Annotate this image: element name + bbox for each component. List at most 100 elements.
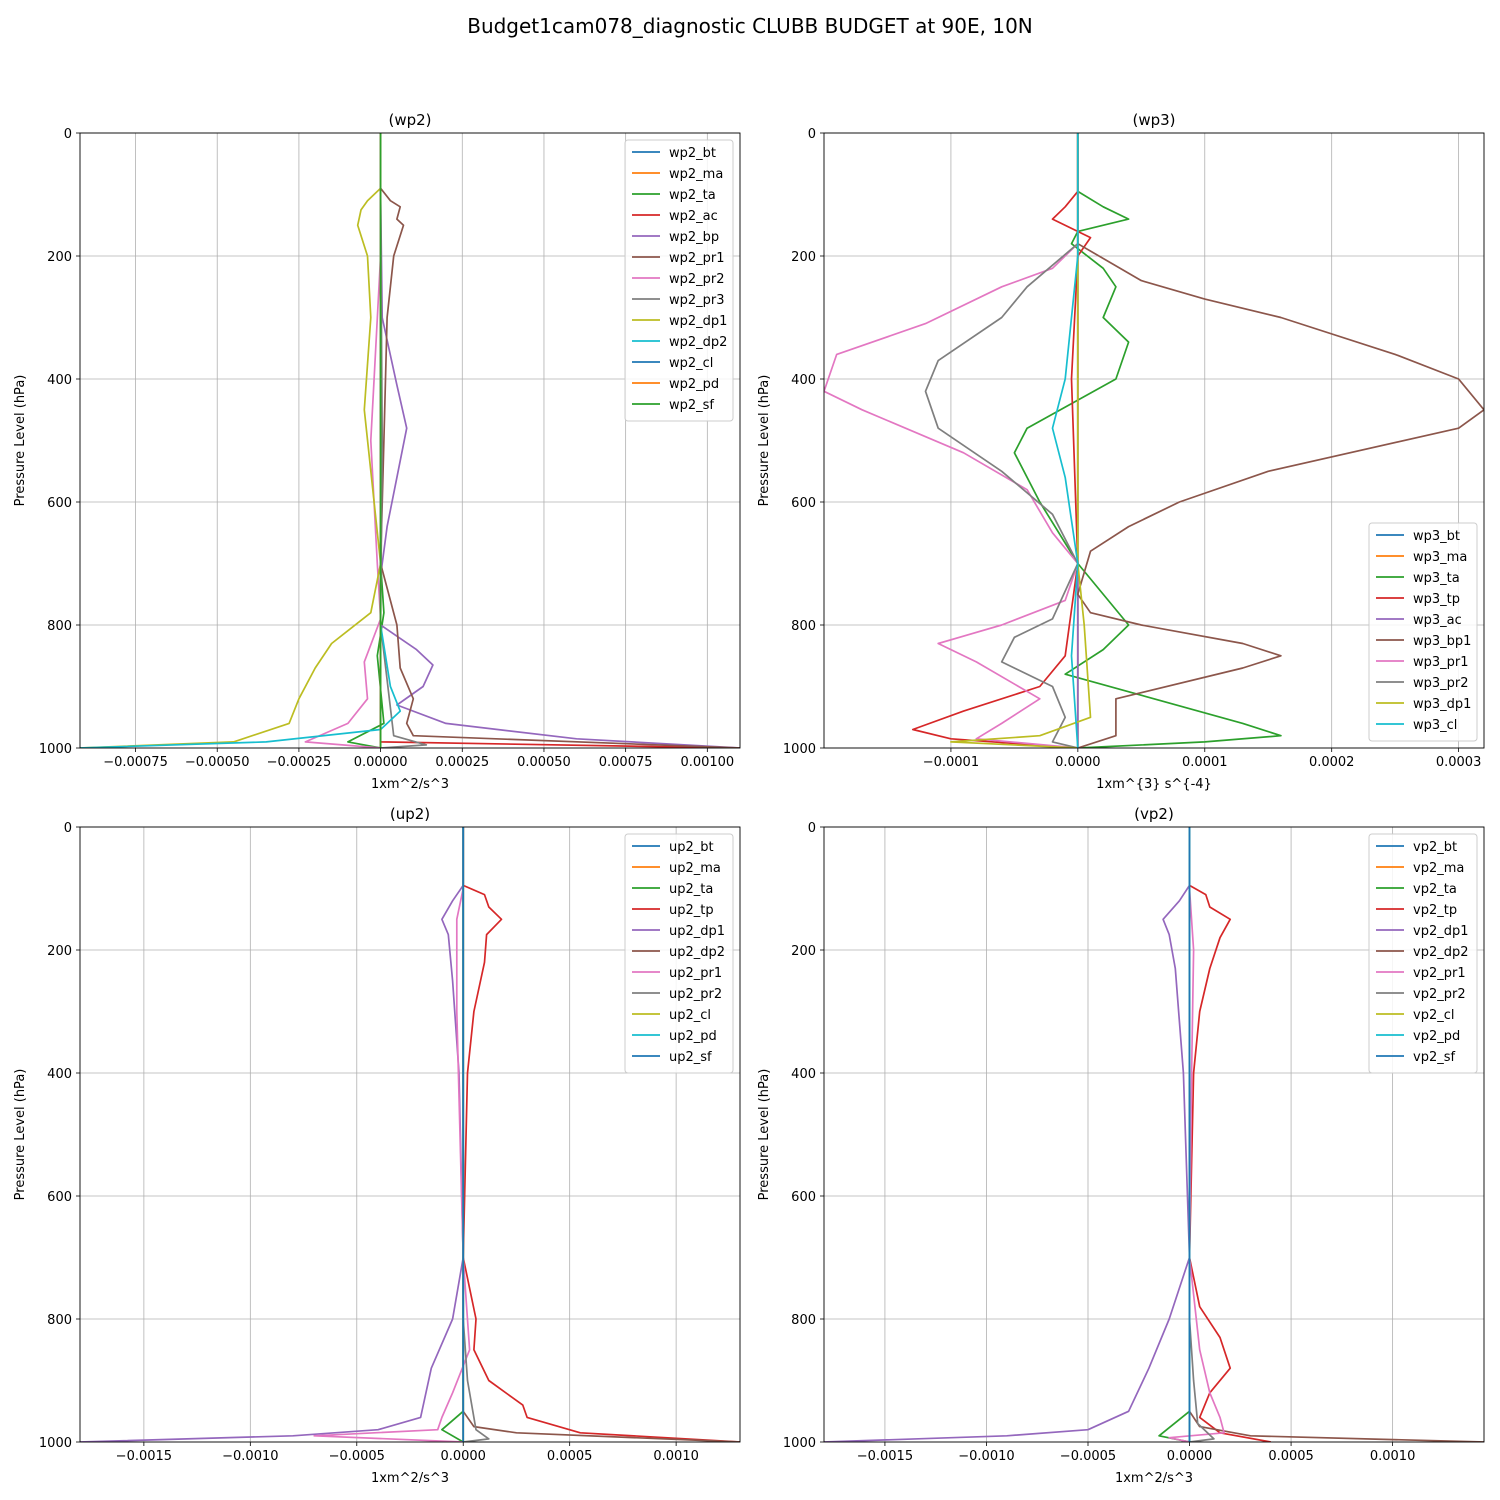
legend-label: wp3_pr1 bbox=[1413, 655, 1469, 670]
y-tick-label: 600 bbox=[47, 1190, 72, 1205]
legend-label: up2_dp2 bbox=[669, 945, 725, 960]
legend-label: wp2_sf bbox=[669, 398, 714, 413]
legend-label: vp2_bt bbox=[1413, 840, 1457, 855]
y-tick-label: 1000 bbox=[39, 742, 72, 757]
x-tick-label: −0.0010 bbox=[222, 1449, 278, 1464]
series-line-up2_tp bbox=[462, 827, 740, 1442]
series-line-wp3_tp bbox=[911, 133, 1092, 748]
panel-title: (vp2) bbox=[1134, 805, 1174, 823]
series-line-vp2_dp1 bbox=[824, 827, 1191, 1442]
x-axis-label: 1xm^2/s^3 bbox=[371, 1471, 449, 1486]
x-tick-label: −0.00025 bbox=[267, 755, 332, 770]
legend-label: wp2_pr3 bbox=[669, 293, 725, 308]
y-tick-label: 800 bbox=[791, 1313, 816, 1328]
x-tick-label: −0.0010 bbox=[958, 1449, 1014, 1464]
x-tick-label: 0.0010 bbox=[1370, 1449, 1416, 1464]
legend-label: wp3_bt bbox=[1413, 529, 1460, 544]
y-tick-label: 1000 bbox=[783, 742, 816, 757]
legend-label: vp2_pr2 bbox=[1413, 987, 1466, 1002]
legend-label: wp2_dp1 bbox=[669, 314, 727, 329]
legend-box bbox=[624, 139, 734, 422]
y-tick-label: 400 bbox=[791, 373, 816, 388]
x-tick-label: 0.0002 bbox=[1309, 755, 1355, 770]
y-tick-label: 200 bbox=[47, 250, 72, 265]
legend-label: wp2_bt bbox=[669, 146, 716, 161]
legend-label: wp3_bp1 bbox=[1413, 634, 1471, 649]
series-line-vp2_pr1 bbox=[1168, 827, 1225, 1442]
x-tick-label: 0.0005 bbox=[1268, 1449, 1314, 1464]
legend-label: up2_pr1 bbox=[669, 966, 722, 981]
x-tick-label: −0.0001 bbox=[923, 755, 979, 770]
y-tick-label: 400 bbox=[47, 373, 72, 388]
legend-label: wp2_cl bbox=[669, 356, 713, 371]
legend-label: vp2_ma bbox=[1413, 861, 1464, 876]
series-line-up2_pr1 bbox=[313, 827, 471, 1442]
x-tick-label: −0.0005 bbox=[329, 1449, 385, 1464]
series-group bbox=[80, 827, 740, 1442]
plot-frame bbox=[79, 132, 741, 749]
y-tick-label: 0 bbox=[808, 127, 816, 142]
x-tick-label: 0.00100 bbox=[680, 755, 734, 770]
series-line-vp2_tp bbox=[1188, 827, 1271, 1442]
panel-title: (wp2) bbox=[388, 111, 431, 129]
legend-label: wp3_ac bbox=[1413, 613, 1462, 628]
figure-title: Budget1cam078_diagnostic CLUBB BUDGET at… bbox=[467, 14, 1033, 38]
x-tick-label: 0.00050 bbox=[517, 755, 571, 770]
y-axis-label: Pressure Level (hPa) bbox=[757, 1069, 772, 1201]
legend-label: up2_cl bbox=[669, 1008, 711, 1023]
x-tick-label: −0.0005 bbox=[1060, 1449, 1116, 1464]
x-tick-label: 0.0010 bbox=[653, 1449, 699, 1464]
legend-label: vp2_ta bbox=[1413, 882, 1457, 897]
legend-label: up2_dp1 bbox=[669, 924, 725, 939]
legend-label: wp3_ma bbox=[1413, 550, 1467, 565]
legend-label: up2_bt bbox=[669, 840, 714, 855]
y-tick-label: 200 bbox=[791, 250, 816, 265]
x-tick-label: 0.00000 bbox=[354, 755, 408, 770]
series-group bbox=[824, 133, 1484, 748]
y-tick-label: 600 bbox=[791, 1190, 816, 1205]
y-tick-label: 1000 bbox=[39, 1436, 72, 1451]
legend-label: wp2_pd bbox=[669, 377, 719, 392]
legend-label: vp2_pr1 bbox=[1413, 966, 1466, 981]
x-axis-label: 1xm^2/s^3 bbox=[371, 777, 449, 792]
legend-label: up2_pd bbox=[669, 1029, 717, 1044]
x-tick-label: 0.00025 bbox=[435, 755, 489, 770]
series-line-wp2_pr1 bbox=[379, 133, 740, 748]
x-tick-label: 0.0005 bbox=[547, 1449, 593, 1464]
x-tick-label: 0.0003 bbox=[1436, 755, 1482, 770]
series-line-wp2_dp1 bbox=[80, 133, 382, 748]
legend-label: wp2_ma bbox=[669, 167, 723, 182]
legend-label: wp3_pr2 bbox=[1413, 676, 1469, 691]
y-tick-label: 400 bbox=[791, 1067, 816, 1082]
series-line-wp3_ta bbox=[1013, 133, 1282, 748]
legend-label: vp2_sf bbox=[1413, 1050, 1455, 1065]
legend-label: wp3_tp bbox=[1413, 592, 1460, 607]
y-axis-label: Pressure Level (hPa) bbox=[13, 375, 28, 507]
x-tick-label: −0.0015 bbox=[857, 1449, 913, 1464]
series-group bbox=[824, 827, 1484, 1442]
y-tick-label: 600 bbox=[791, 496, 816, 511]
series-line-wp3_pr1 bbox=[824, 133, 1079, 748]
y-axis-label: Pressure Level (hPa) bbox=[13, 1069, 28, 1201]
y-tick-label: 200 bbox=[791, 944, 816, 959]
legend-label: wp2_dp2 bbox=[669, 335, 727, 350]
legend-label: up2_sf bbox=[669, 1050, 712, 1065]
legend-label: wp3_cl bbox=[1413, 718, 1457, 733]
x-tick-label: 0.0000 bbox=[440, 1449, 486, 1464]
legend-label: up2_ma bbox=[669, 861, 721, 876]
plot-frame bbox=[823, 826, 1485, 1443]
panel-title: (wp3) bbox=[1132, 111, 1175, 129]
y-tick-label: 600 bbox=[47, 496, 72, 511]
legend-label: vp2_pd bbox=[1413, 1029, 1460, 1044]
y-tick-label: 0 bbox=[64, 127, 72, 142]
x-axis-label: 1xm^2/s^3 bbox=[1115, 1471, 1193, 1486]
legend-label: wp3_dp1 bbox=[1413, 697, 1471, 712]
legend-label: wp2_bp bbox=[669, 230, 719, 245]
x-axis-label: 1xm^{3} s^{-4} bbox=[1096, 777, 1212, 792]
legend-label: vp2_tp bbox=[1413, 903, 1457, 918]
legend-label: up2_pr2 bbox=[669, 987, 722, 1002]
panel-title: (up2) bbox=[390, 805, 430, 823]
x-tick-label: 0.0000 bbox=[1167, 1449, 1213, 1464]
legend-label: wp2_ta bbox=[669, 188, 716, 203]
